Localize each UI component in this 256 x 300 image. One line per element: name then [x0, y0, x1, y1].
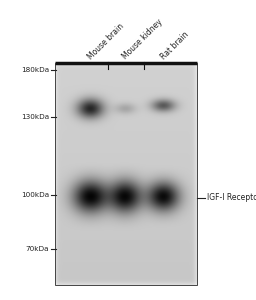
- Bar: [55, 63, 197, 285]
- Text: Mouse kidney: Mouse kidney: [121, 17, 164, 61]
- Text: 70kDa: 70kDa: [26, 246, 49, 252]
- Text: 100kDa: 100kDa: [21, 192, 49, 198]
- Text: IGF-I Receptor β: IGF-I Receptor β: [207, 194, 256, 202]
- Text: 130kDa: 130kDa: [21, 114, 49, 120]
- Text: Rat brain: Rat brain: [159, 29, 190, 61]
- Text: 180kDa: 180kDa: [21, 67, 49, 73]
- Text: Mouse brain: Mouse brain: [86, 21, 125, 61]
